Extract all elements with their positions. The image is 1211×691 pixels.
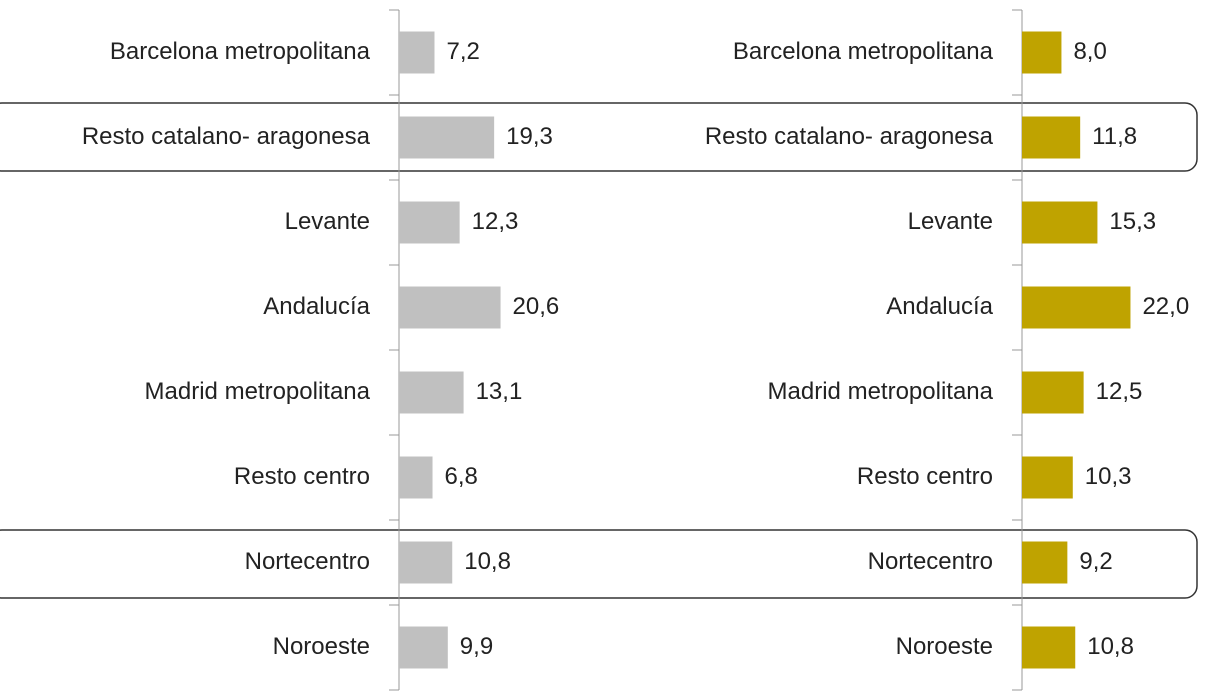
- value-label: 11,8: [1092, 123, 1137, 150]
- category-label: Noroeste: [273, 633, 370, 660]
- bar: [1022, 541, 1068, 584]
- bar: [1022, 371, 1084, 414]
- category-label: Resto catalano- aragonesa: [705, 123, 994, 150]
- value-label: 10,8: [1087, 633, 1134, 660]
- bar: [399, 371, 464, 414]
- value-label: 20,6: [513, 293, 560, 320]
- category-label: Barcelona metropolitana: [110, 38, 371, 65]
- value-label: 9,2: [1079, 548, 1112, 575]
- bar: [399, 626, 448, 669]
- category-label: Andalucía: [263, 293, 370, 320]
- bar: [399, 286, 501, 329]
- bar: [1022, 626, 1076, 669]
- bar: [1022, 31, 1062, 74]
- bar: [399, 541, 453, 584]
- bar: [399, 456, 433, 499]
- value-label: 12,3: [472, 208, 519, 235]
- value-label: 6,8: [445, 463, 478, 490]
- category-label: Resto catalano- aragonesa: [82, 123, 371, 150]
- value-label: 22,0: [1142, 293, 1189, 320]
- value-label: 19,3: [506, 123, 553, 150]
- bar: [1022, 286, 1131, 329]
- category-label: Andalucía: [886, 293, 993, 320]
- value-label: 10,8: [464, 548, 511, 575]
- value-label: 12,5: [1096, 378, 1143, 405]
- highlight-box: [0, 529, 1198, 599]
- category-label: Resto centro: [234, 463, 370, 490]
- value-label: 10,3: [1085, 463, 1132, 490]
- bar: [1022, 201, 1098, 244]
- category-label: Madrid metropolitana: [145, 378, 371, 405]
- value-label: 9,9: [460, 633, 493, 660]
- value-label: 8,0: [1073, 38, 1106, 65]
- bar: [399, 116, 495, 159]
- category-label: Nortecentro: [245, 548, 370, 575]
- category-label: Madrid metropolitana: [768, 378, 994, 405]
- value-label: 15,3: [1109, 208, 1156, 235]
- category-label: Resto centro: [857, 463, 993, 490]
- category-label: Barcelona metropolitana: [733, 38, 994, 65]
- bar: [399, 201, 460, 244]
- bar: [399, 31, 435, 74]
- bar: [1022, 456, 1073, 499]
- category-label: Levante: [285, 208, 370, 235]
- highlight-box: [0, 102, 1198, 172]
- value-label: 7,2: [446, 38, 479, 65]
- category-label: Nortecentro: [868, 548, 993, 575]
- category-label: Noroeste: [896, 633, 993, 660]
- category-label: Levante: [908, 208, 993, 235]
- value-label: 13,1: [476, 378, 523, 405]
- bar: [1022, 116, 1081, 159]
